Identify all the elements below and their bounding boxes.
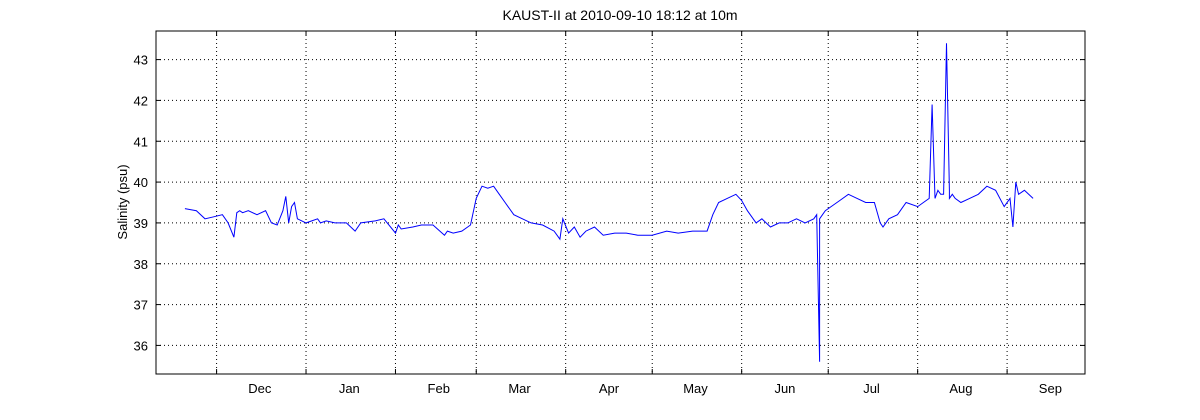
- x-tick-label: Jul: [863, 381, 880, 396]
- x-tick-label: Mar: [508, 381, 531, 396]
- y-tick-labels: 36 37 38 39 40 41 42 43: [134, 53, 148, 354]
- tick-marks: [156, 31, 1085, 374]
- x-tick-label: Sep: [1039, 381, 1062, 396]
- x-tick-label: Dec: [248, 381, 272, 396]
- salinity-line: [184, 43, 1034, 362]
- grid-lines: [156, 31, 1085, 374]
- y-tick-label: 43: [134, 53, 148, 68]
- chart-title: KAUST-II at 2010-09-10 18:12 at 10m: [502, 7, 737, 23]
- x-tick-label: Apr: [599, 381, 620, 396]
- y-tick-label: 39: [134, 216, 148, 231]
- x-tick-labels: Dec Jan Feb Mar Apr May Jun Jul Aug Sep: [248, 381, 1062, 396]
- x-tick-label: May: [683, 381, 708, 396]
- x-tick-label: Jun: [774, 381, 795, 396]
- y-tick-label: 38: [134, 257, 148, 272]
- x-tick-label: Jan: [339, 381, 360, 396]
- x-tick-label: Aug: [949, 381, 972, 396]
- y-axis-label: Salinity (psu): [115, 164, 130, 239]
- y-tick-label: 40: [134, 175, 148, 190]
- y-tick-label: 36: [134, 338, 148, 353]
- plot-frame: [155, 30, 1086, 375]
- y-tick-label: 42: [134, 93, 148, 108]
- y-tick-label: 37: [134, 298, 148, 313]
- x-tick-label: Feb: [428, 381, 450, 396]
- y-tick-label: 41: [134, 134, 148, 149]
